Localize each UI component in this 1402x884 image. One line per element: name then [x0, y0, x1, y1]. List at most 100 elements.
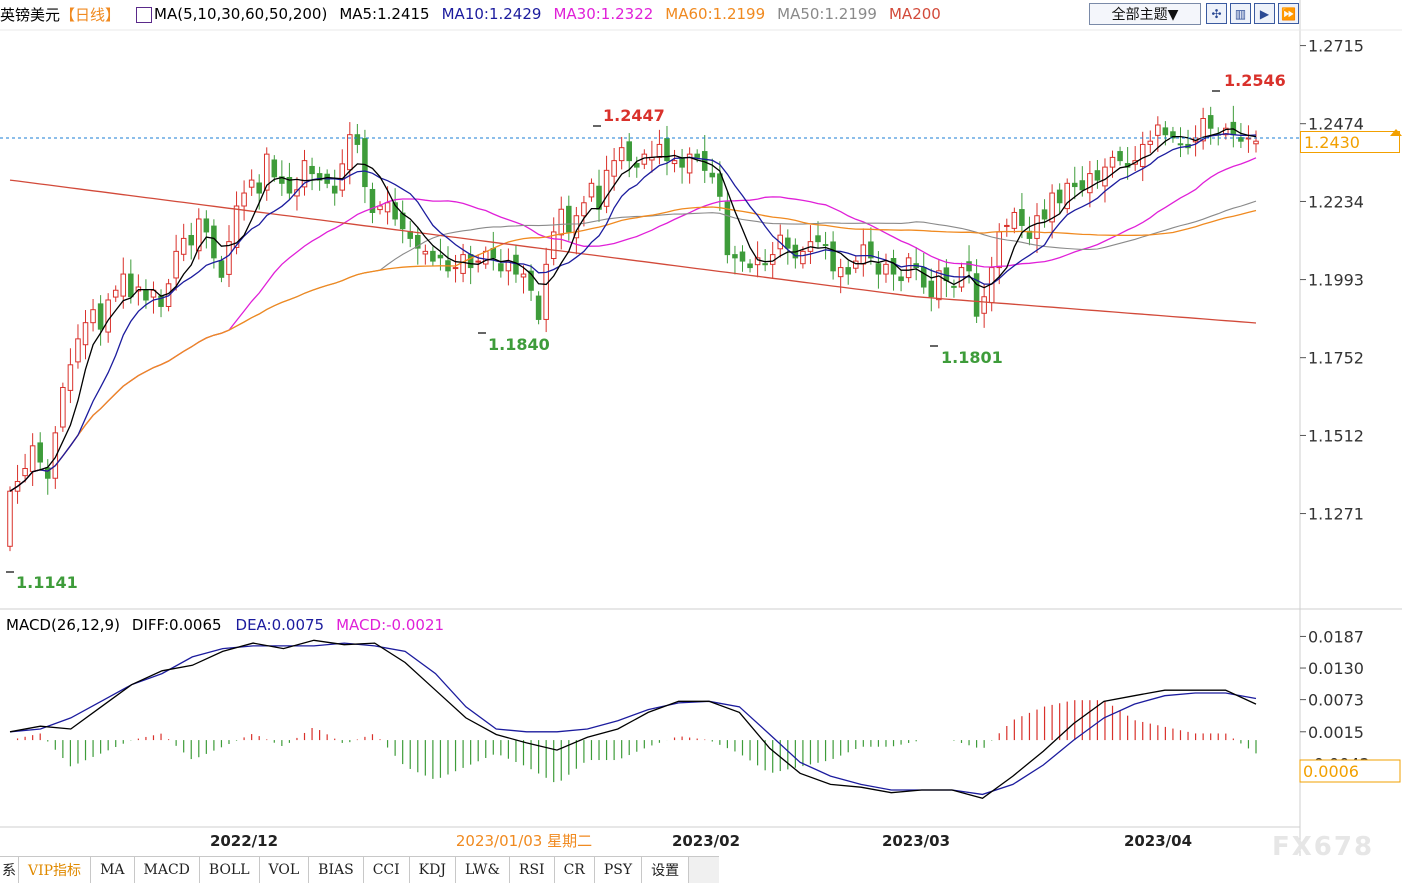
candle-body [105, 299, 111, 333]
candle-body [482, 250, 489, 265]
candle-body [143, 289, 149, 301]
ma-title: MA(5,10,30,60,50,200) [154, 5, 328, 23]
candle-body [196, 218, 202, 252]
candle-body [1139, 143, 1146, 167]
candle-body [316, 173, 323, 181]
candle-body [226, 241, 232, 275]
play-icon[interactable]: ▶ [1254, 3, 1275, 24]
candle-body [822, 244, 829, 247]
tab-item[interactable]: 设置 [642, 857, 690, 883]
candle-body [966, 261, 972, 272]
candle-body [188, 234, 195, 246]
candle-body [1094, 170, 1101, 181]
candle-body [860, 244, 867, 265]
macd-diff-value: DIFF:0.0065 [131, 616, 222, 634]
candle-body [1223, 127, 1229, 136]
tab-boll[interactable]: BOLL [200, 857, 260, 883]
candle-body [1011, 211, 1018, 229]
candle-body [920, 267, 927, 288]
candle-body [837, 267, 844, 278]
candle-body [830, 241, 836, 272]
tab-vol[interactable]: VOL [260, 857, 310, 883]
candle-body [120, 273, 127, 297]
tab-cr[interactable]: CR [555, 857, 595, 883]
tab-psy[interactable]: PSY [595, 857, 643, 883]
candle-body [1207, 115, 1214, 129]
price-tick-label: 1.1271 [1308, 505, 1364, 524]
tab-macd[interactable]: MACD [135, 857, 200, 883]
hover-date-label: 2023/01/03 星期二 [456, 832, 592, 850]
chart-header: 英镑美元 【日线】 MA(5,10,30,60,50,200) MA5:1.24… [0, 2, 953, 26]
candle-body [1004, 224, 1010, 227]
tab-system[interactable]: 系 [0, 857, 19, 883]
candle-body [581, 202, 587, 217]
tab-ma[interactable]: MA [91, 857, 135, 883]
candle-body [868, 241, 874, 259]
candle-body [173, 250, 179, 279]
candle-body [1079, 180, 1086, 191]
candle-body [543, 263, 549, 320]
candle-body [936, 270, 942, 301]
fast-forward-icon[interactable]: ⏩ [1278, 3, 1299, 24]
candle-body [611, 160, 617, 177]
candle-body [1049, 192, 1055, 223]
candle-body [603, 169, 610, 207]
candle-body [430, 250, 436, 262]
candle-body [362, 138, 368, 188]
candle-body [1064, 182, 1070, 210]
tab-vip[interactable]: VIP指标 [19, 857, 92, 883]
candle-body [256, 182, 262, 194]
tab-bias[interactable]: BIAS [309, 857, 364, 883]
theme-dropdown[interactable]: 全部主题▼ [1089, 3, 1201, 25]
candle-body [475, 260, 481, 263]
ma10-value: MA10:1.2429 [441, 5, 542, 23]
period-label[interactable]: 【日线】 [60, 5, 121, 24]
tab-lw[interactable]: LW& [456, 857, 510, 883]
candle-body [1071, 182, 1078, 188]
candle-body [1253, 140, 1259, 145]
candle-body [271, 159, 278, 178]
candle-body [528, 270, 534, 291]
candle-body [1041, 209, 1048, 220]
candle-body [203, 218, 210, 233]
candle-body [407, 231, 413, 239]
grid-layout-icon[interactable]: ✣ [1206, 3, 1227, 24]
candle-body [694, 153, 700, 158]
macd-tick-label: 0.0073 [1308, 691, 1364, 710]
candle-body [1056, 189, 1063, 204]
candle-body [233, 205, 240, 248]
candle-body [82, 322, 89, 346]
macd-tick-label: 0.0015 [1308, 723, 1364, 742]
candle-body [996, 231, 1003, 269]
candle-body [490, 247, 497, 259]
swing-low-2-label: 1.1801 [941, 348, 1003, 367]
time-axis-label: 2023/03 [882, 832, 950, 850]
candle-body [535, 295, 542, 320]
ma10-line [9, 133, 1257, 492]
candle-body [37, 442, 43, 463]
tab-rsi[interactable]: RSI [510, 857, 555, 883]
macd-value: MACD:-0.0021 [336, 616, 445, 634]
candle-body [248, 179, 255, 188]
candle-body [618, 147, 625, 162]
macd-header: MACD(26,12,9) DIFF:0.0065 DEA:0.0075 MAC… [6, 614, 456, 636]
candle-body [724, 201, 731, 256]
candle-body [588, 182, 595, 198]
candle-body [634, 163, 640, 168]
candle-body [112, 289, 119, 298]
candle-body [498, 263, 504, 272]
candle-body [1019, 209, 1025, 226]
tab-cci[interactable]: CCI [364, 857, 410, 883]
candle-body [1102, 166, 1108, 187]
candle-body [347, 134, 353, 171]
macd-diff-line [9, 639, 1257, 800]
candle-body [309, 165, 315, 175]
macd-dea-value: DEA:0.0075 [235, 616, 325, 634]
split-layout-icon[interactable]: ▥ [1230, 3, 1251, 24]
candle-body [566, 205, 572, 233]
candle-body [128, 273, 134, 298]
tab-kdj[interactable]: KDJ [410, 857, 456, 883]
macd-dea-line [9, 642, 1257, 796]
candle-body [1238, 137, 1244, 142]
